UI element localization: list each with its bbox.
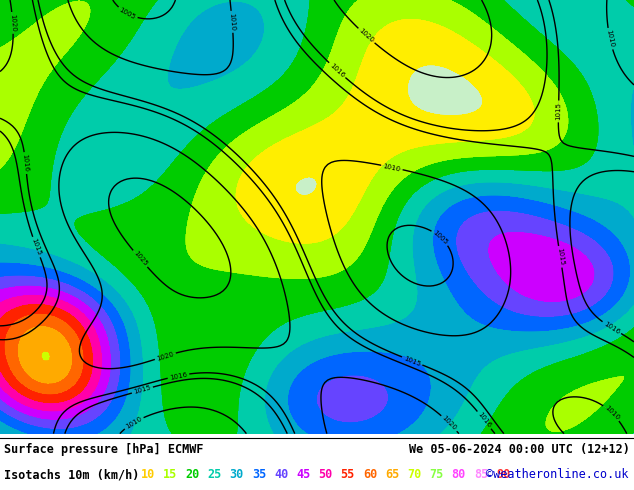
Text: 1016: 1016 [169, 371, 188, 381]
Text: 45: 45 [296, 468, 311, 481]
Text: 75: 75 [429, 468, 444, 481]
Text: 50: 50 [318, 468, 333, 481]
Text: 40: 40 [274, 468, 288, 481]
Text: 1016: 1016 [22, 154, 29, 172]
Text: 1015: 1015 [403, 355, 422, 367]
Text: 20: 20 [185, 468, 200, 481]
Text: 1016: 1016 [476, 411, 492, 429]
Text: 1020: 1020 [9, 14, 16, 32]
Text: 1010: 1010 [124, 416, 143, 430]
Text: 70: 70 [407, 468, 422, 481]
Text: 1015: 1015 [555, 102, 562, 121]
Text: Surface pressure [hPa] ECMWF: Surface pressure [hPa] ECMWF [4, 443, 204, 456]
Text: 90: 90 [496, 468, 510, 481]
Text: 85: 85 [474, 468, 488, 481]
Text: 1020: 1020 [441, 415, 458, 432]
Text: 1010: 1010 [605, 29, 615, 48]
Text: 1020: 1020 [156, 351, 175, 362]
Text: 1016: 1016 [328, 62, 346, 78]
Text: 1010: 1010 [228, 13, 236, 31]
Text: 1005: 1005 [118, 6, 137, 21]
Text: 35: 35 [252, 468, 266, 481]
Text: 1016: 1016 [602, 320, 621, 335]
Text: 65: 65 [385, 468, 399, 481]
Text: 80: 80 [451, 468, 466, 481]
Text: 1015: 1015 [133, 385, 152, 395]
Text: We 05-06-2024 00:00 UTC (12+12): We 05-06-2024 00:00 UTC (12+12) [409, 443, 630, 456]
Text: 1005: 1005 [432, 229, 449, 245]
Text: 25: 25 [207, 468, 222, 481]
Text: 1015: 1015 [30, 238, 42, 257]
Text: 15: 15 [163, 468, 178, 481]
Text: 1010: 1010 [603, 404, 620, 421]
Text: 1015: 1015 [556, 247, 564, 266]
Text: 30: 30 [230, 468, 244, 481]
Text: 1010: 1010 [382, 163, 401, 172]
Text: 1025: 1025 [132, 250, 148, 268]
Text: 10: 10 [141, 468, 155, 481]
Text: Isotachs 10m (km/h): Isotachs 10m (km/h) [4, 468, 139, 481]
Text: 60: 60 [363, 468, 377, 481]
Text: ©weatheronline.co.uk: ©weatheronline.co.uk [486, 468, 628, 481]
Text: 55: 55 [340, 468, 355, 481]
Text: 1020: 1020 [358, 27, 375, 44]
